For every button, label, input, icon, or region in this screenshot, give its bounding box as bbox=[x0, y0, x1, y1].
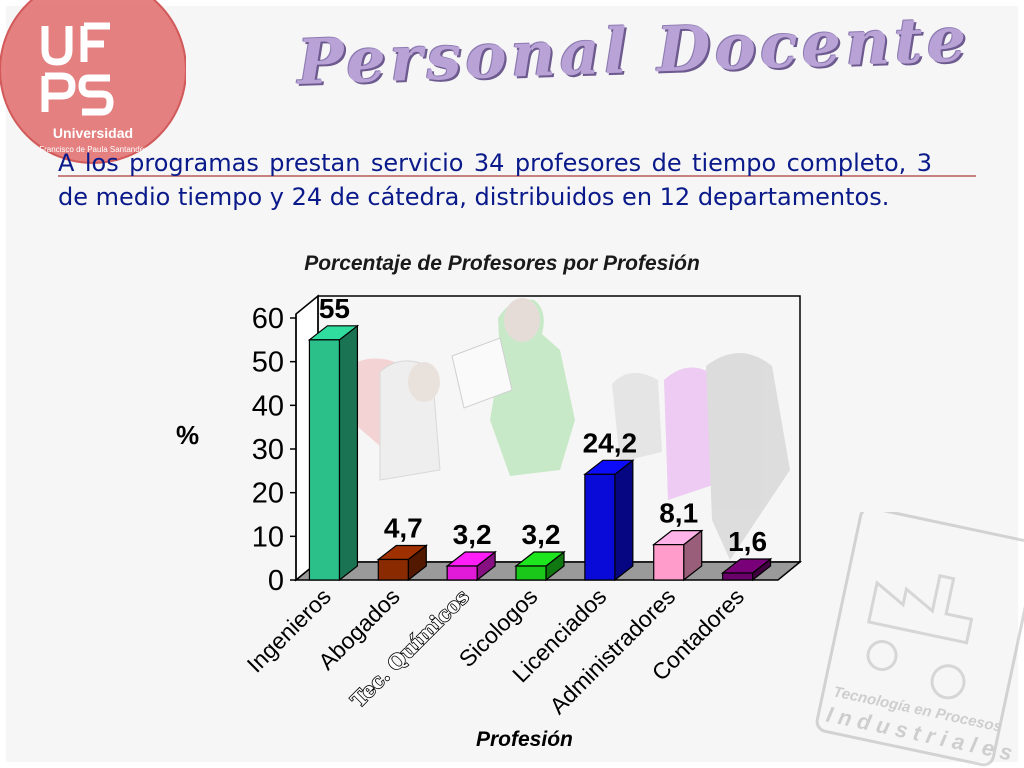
y-tick-label: 10 bbox=[252, 521, 284, 553]
university-logo: Universidad Francisco de Paula Santander bbox=[0, 0, 186, 164]
x-axis-label: Profesión bbox=[476, 728, 573, 751]
bar-tec-qu-micos bbox=[446, 565, 478, 581]
logo-sub-caption: Francisco de Paula Santander bbox=[39, 145, 147, 154]
y-tick-label: 60 bbox=[252, 303, 284, 335]
bar-sicologos bbox=[515, 565, 547, 581]
data-label: 3,2 bbox=[522, 519, 561, 550]
y-tick-label: 30 bbox=[252, 434, 284, 466]
data-label: 24,2 bbox=[583, 427, 638, 458]
program-watermark: Tecnología en Procesos Industriales bbox=[815, 512, 1024, 767]
bar-administradores bbox=[653, 544, 685, 581]
bar-licenciados bbox=[584, 473, 616, 581]
intro-paragraph: A los programas prestan servicio 34 prof… bbox=[58, 149, 932, 211]
y-tick-label: 0 bbox=[268, 565, 284, 597]
x-tick-label: Administradores bbox=[544, 583, 680, 719]
y-tick-label: 40 bbox=[252, 390, 284, 422]
y-tick-label: 50 bbox=[252, 347, 284, 379]
bar-side bbox=[338, 324, 359, 582]
title-divider bbox=[58, 175, 976, 177]
bar-ingenieros bbox=[308, 339, 341, 581]
data-label: 8,1 bbox=[659, 498, 698, 529]
factory-icon bbox=[866, 573, 974, 645]
y-axis-label: % bbox=[176, 420, 200, 450]
logo-caption: Universidad bbox=[53, 125, 133, 141]
data-label: 3,2 bbox=[453, 519, 492, 550]
y-tick-label: 20 bbox=[252, 478, 284, 510]
data-label: 1,6 bbox=[728, 526, 767, 557]
bar-abogados bbox=[377, 558, 409, 581]
worker-icon bbox=[866, 639, 898, 671]
bar-side bbox=[614, 459, 634, 582]
data-label: 4,7 bbox=[384, 512, 423, 543]
data-label: 55 bbox=[319, 293, 350, 324]
gear-icon bbox=[930, 664, 966, 700]
chart-title: Porcentaje de Profesores por Profesión bbox=[304, 252, 700, 275]
bar-contadores bbox=[721, 572, 754, 581]
